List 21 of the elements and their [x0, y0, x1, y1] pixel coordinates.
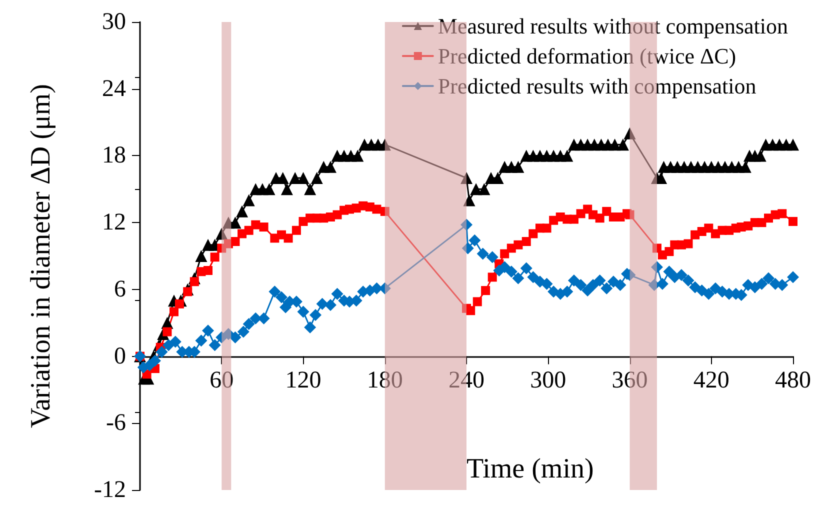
x-tick-label: 360	[612, 367, 648, 394]
y-axis-title: Variation in diameter ΔD (μm)	[26, 84, 56, 428]
x-tick-label: 240	[448, 367, 484, 394]
y-tick-label: -12	[94, 477, 126, 503]
y-tick-label: 24	[102, 76, 126, 102]
legend-label: Predicted results with compensation	[438, 74, 756, 98]
x-tick-label: 480	[775, 367, 811, 394]
x-axis-title: Time (min)	[466, 453, 594, 484]
x-tick-label: 180	[366, 367, 403, 394]
y-tick-label: 6	[114, 276, 126, 302]
legend-label: Measured results without compensation	[438, 14, 788, 38]
y-tick-label: -6	[106, 410, 126, 436]
x-tick-label: 300	[530, 367, 566, 394]
y-tick-label: 30	[102, 9, 126, 35]
legend-label: Predicted deformation (twice ΔC)	[438, 44, 736, 68]
x-tick-label: 120	[285, 367, 322, 394]
x-tick-label: 420	[693, 367, 730, 394]
y-tick-label: 18	[102, 142, 126, 169]
x-tick-label: 60	[210, 367, 234, 394]
y-tick-label: 12	[102, 210, 126, 236]
y-tick-label: 0	[114, 343, 126, 370]
